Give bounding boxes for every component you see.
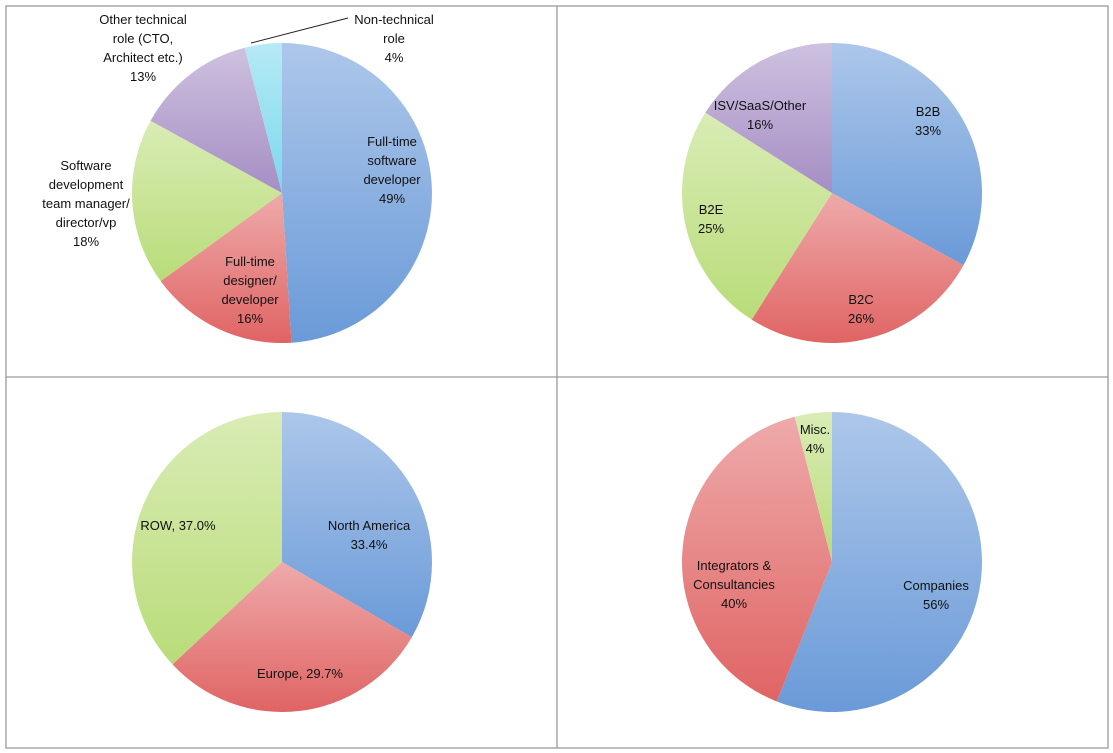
slice-label: Software development team manager/director… [42,158,130,249]
slice-label-line: North America [328,518,411,533]
slice-label-line: team manager/ [42,196,130,211]
slice-label: B2B 33% [915,104,941,138]
slice-label-line: role (CTO, [113,31,173,46]
slice-label: B2C 26% [848,292,874,326]
slice-label-line: 26% [848,311,874,326]
slice-label-line: 16% [747,117,773,132]
slice-label-line: Misc. [800,422,830,437]
pie-slice [282,43,432,343]
slice-label-line: Full-time [367,134,417,149]
label-leader-line [250,17,349,44]
slice-label-line: 25% [698,221,724,236]
pie-slice [282,412,433,638]
slice-label-line: director/vp [56,215,117,230]
pie-slice [150,47,282,194]
pie-slice [244,43,282,193]
slice-label-line: 18% [73,234,99,249]
slice-label-line: B2E [699,202,724,217]
slice-label-line: B2B [916,104,941,119]
slice-label: Full-time designer/developer 16% [221,254,279,326]
slice-label: Non-technical role 4% [354,12,434,65]
slice-label-line: developer [363,172,421,187]
pie-slice [794,412,832,562]
pie-slice [751,193,964,343]
slice-label-line: Software [60,158,111,173]
pie-slice [681,416,832,702]
pie-slice [132,412,282,665]
pie-chart-organization-type: Companies 56% Integrators & Consultancies 40… [681,412,982,712]
slice-label-line: B2C [848,292,873,307]
slice-label-line: development [49,177,124,192]
pie-slice [160,193,292,343]
slice-label-line: ISV/SaaS/Other [714,98,807,113]
slice-label-line: 13% [130,69,156,84]
slice-label-line: Other technical [99,12,187,27]
slice-label-line: Europe, 29.7% [257,666,343,681]
slice-label-line: 4% [385,50,404,65]
slice-label: Integrators & Consultancies 40% [693,558,775,611]
slice-label: Other technical role (CTO, Architect etc.)… [99,12,187,84]
slice-label: Misc. 4% [800,422,830,456]
pie-chart-business-type: B2B 33%B2C 26%B2E 25%ISV/SaaS/Other 16% [682,43,983,343]
slice-label-line: Integrators & [697,558,772,573]
slice-label-line: Full-time [225,254,275,269]
slice-label-line: Companies [903,578,969,593]
slice-label: Companies 56% [903,578,969,612]
slice-label: Europe, 29.7% [257,666,343,681]
slice-label-line: 40% [721,596,747,611]
pie-slice [682,112,832,320]
slice-label-line: Non-technical [354,12,434,27]
slice-label-line: ROW, 37.0% [140,518,216,533]
slice-label-line: Consultancies [693,577,775,592]
pie-chart-regions: North America 33.4% Europe, 29.7% ROW, 37.0… [132,412,433,713]
slice-label-line: 4% [806,441,825,456]
slice-label-line: 49% [379,191,405,206]
slice-label: B2E 25% [698,202,724,236]
slice-label-line: developer [221,292,279,307]
pie-chart-job-roles: Full-time software developer 49% Full-time de… [42,12,434,343]
slice-label: ROW, 37.0% [140,518,216,533]
pie-slice [131,120,282,282]
slice-label-line: Architect etc.) [103,50,182,65]
slice-label-line: 33% [915,123,941,138]
slice-label-line: 33.4% [351,537,388,552]
slice-label-line: 56% [923,597,949,612]
slice-label: Full-time software developer 49% [363,134,421,206]
pie-slice [705,43,832,193]
pie-slice [172,562,412,713]
slice-label: North America 33.4% [328,518,411,552]
slice-label-line: designer/ [223,273,277,288]
slice-label-line: role [383,31,405,46]
slice-label-line: software [367,153,416,168]
slice-label-line: 16% [237,311,263,326]
pie-slice [832,43,983,266]
slice-label: ISV/SaaS/Other 16% [714,98,807,132]
pie-slice [776,412,982,712]
